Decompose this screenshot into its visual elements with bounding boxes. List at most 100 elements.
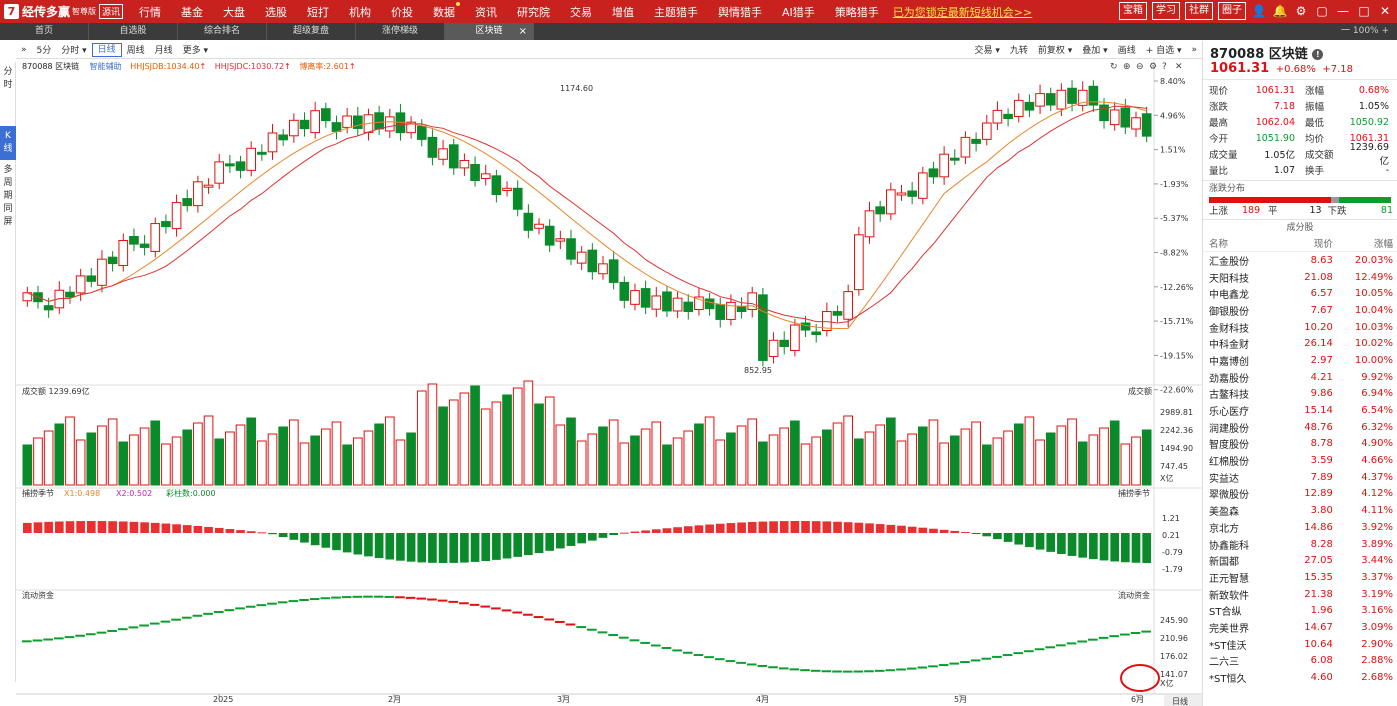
stock-row[interactable]: 美盈森 3.80 4.11% — [1203, 502, 1397, 519]
flow-segment — [341, 596, 352, 599]
menu-item[interactable]: 舆情猎手 — [718, 5, 763, 19]
stock-row[interactable]: 御银股份 7.67 10.04% — [1203, 302, 1397, 319]
toolbar-item[interactable]: 周线 — [126, 46, 145, 56]
tab-close-icon[interactable]: × — [518, 26, 527, 37]
stock-row[interactable]: 古鳌科技 9.86 6.94% — [1203, 386, 1397, 403]
stock-row[interactable]: 乐心医疗 15.14 6.54% — [1203, 402, 1397, 419]
col-change[interactable]: 涨幅 — [1373, 239, 1393, 250]
volume-bar — [566, 417, 576, 486]
top-button[interactable]: 社群 — [1185, 2, 1213, 20]
stock-row[interactable]: ST合纵 1.96 3.16% — [1203, 602, 1397, 619]
app-logo[interactable]: 7 经传多赢 智尊版 源讯 — [0, 0, 129, 23]
tab-4[interactable]: 涨停梯级 — [356, 23, 445, 40]
stock-row[interactable]: *ST恒久 4.60 2.68% — [1203, 669, 1397, 686]
toolbar-item[interactable]: 九转 — [1009, 46, 1028, 56]
stock-row[interactable]: 翠微股份 12.89 4.12% — [1203, 486, 1397, 503]
tab-1[interactable]: 自选股 — [89, 23, 178, 40]
stock-row[interactable]: 天阳科技 21.08 12.49% — [1203, 269, 1397, 286]
tab-3[interactable]: 超级复盘 — [267, 23, 356, 40]
menu-item[interactable]: 大盘 — [223, 5, 246, 19]
top-button[interactable]: 宝箱 — [1119, 2, 1147, 20]
stock-row[interactable]: 智度股份 8.78 4.90% — [1203, 436, 1397, 453]
stock-name: 二六三 — [1209, 657, 1239, 669]
volume-bar — [715, 439, 726, 486]
user-icon[interactable]: 👤 — [1251, 4, 1267, 18]
stock-row[interactable]: 中科金财 26.14 10.02% — [1203, 335, 1397, 352]
stock-row[interactable]: 金财科技 10.20 10.03% — [1203, 319, 1397, 336]
stock-row[interactable]: 正元智慧 15.35 3.37% — [1203, 569, 1397, 586]
toolbar-item[interactable]: 交易 ▾ — [974, 46, 1000, 56]
menu-item[interactable]: 基金 — [181, 5, 204, 19]
stock-row[interactable]: 红棉股份 3.59 4.66% — [1203, 452, 1397, 469]
osc-bar — [854, 522, 864, 533]
toolbar-item[interactable]: » — [1191, 44, 1197, 55]
stock-row[interactable]: 新致软件 21.38 3.19% — [1203, 586, 1397, 603]
toolbar-item[interactable]: 日线 — [91, 42, 122, 57]
maximize-icon[interactable]: □ — [1358, 4, 1370, 18]
top-button[interactable]: 圈子 — [1218, 2, 1246, 20]
menu-item[interactable]: 选股 — [265, 5, 288, 19]
stock-row[interactable]: 京北方 14.86 3.92% — [1203, 519, 1397, 536]
col-name[interactable]: 名称 — [1209, 239, 1229, 250]
app-badge[interactable]: 源讯 — [99, 4, 124, 19]
period-tag-bg — [1164, 695, 1202, 706]
stock-row[interactable]: 劲嘉股份 4.21 9.92% — [1203, 369, 1397, 386]
toolbar-item[interactable]: » — [21, 44, 27, 55]
candle-body — [1109, 109, 1120, 126]
tab-2[interactable]: 综合排名 — [178, 23, 267, 40]
zoom-control[interactable]: 一 100% + — [1341, 26, 1389, 36]
toolbar-item[interactable]: 画线 — [1117, 46, 1136, 56]
stock-row[interactable]: 二六三 6.08 2.88% — [1203, 653, 1397, 670]
toolbar-item[interactable]: 分时 ▾ — [61, 46, 87, 56]
close-icon[interactable]: ✕ — [1379, 4, 1391, 18]
smart-assist-toggle[interactable]: 智能辅助 — [89, 62, 122, 71]
col-price[interactable]: 现价 — [1313, 239, 1333, 250]
promo-link[interactable]: 已为您锁定最新短线机会>> — [892, 5, 1033, 19]
menu-item[interactable]: 交易 — [570, 5, 593, 19]
info-icon[interactable]: ! — [1312, 49, 1324, 60]
menu-item[interactable]: 机构 — [349, 5, 372, 19]
toolbar-item[interactable]: 叠加 ▾ — [1082, 46, 1108, 56]
view-tab[interactable]: 多周期同屏 — [3, 165, 13, 227]
stock-row[interactable]: 中嘉博创 2.97 10.00% — [1203, 352, 1397, 369]
view-tab[interactable]: 分时 — [3, 67, 13, 90]
tab-0[interactable]: 首页 — [0, 23, 89, 40]
stock-row[interactable]: 完美世界 14.67 3.09% — [1203, 619, 1397, 636]
flow-segment — [1098, 636, 1109, 639]
menu-item[interactable]: 资讯 — [475, 5, 498, 19]
stock-row[interactable]: 新国都 27.05 3.44% — [1203, 552, 1397, 569]
menu-item[interactable]: 策略猎手 — [834, 5, 879, 19]
menu-item[interactable]: 增值 — [612, 5, 635, 19]
osc-bar — [673, 527, 682, 533]
menu-item[interactable]: 短打 — [307, 5, 330, 19]
stock-row[interactable]: 协鑫能科 8.28 3.89% — [1203, 536, 1397, 553]
chart-area[interactable]: 8.40% 4.96% 1.51% -1.93% -5.37% -8.82% -12.26%… — [16, 59, 1202, 706]
menu-item[interactable]: 价投 — [391, 5, 414, 19]
stock-row[interactable]: 实益达 7.89 4.37% — [1203, 469, 1397, 486]
toolbar-item[interactable]: 前复权 ▾ — [1037, 46, 1073, 56]
menu-item[interactable]: 研究院 — [517, 5, 551, 19]
toolbar-item[interactable]: 更多 ▾ — [182, 46, 209, 56]
menu-item[interactable]: 数据 — [423, 1, 465, 20]
tab-5[interactable]: 区块链 × — [445, 23, 534, 40]
top-button[interactable]: 学习 — [1152, 2, 1180, 20]
toolbar-item[interactable]: 5分 — [36, 46, 52, 56]
window-icon[interactable]: ▢ — [1316, 4, 1328, 18]
bell-icon[interactable]: 🔔 — [1272, 4, 1288, 18]
stock-row[interactable]: 汇金股份 8.63 20.03% — [1203, 252, 1397, 269]
settings-icon[interactable]: ⚙ — [1295, 4, 1307, 18]
menu-item[interactable]: AI猎手 — [782, 5, 815, 19]
toolbar-item[interactable]: 月线 — [154, 46, 173, 56]
minimize-icon[interactable]: — — [1337, 4, 1349, 18]
quote-key: 均价 — [1305, 134, 1325, 145]
stock-row[interactable]: *ST佳沃 10.64 2.90% — [1203, 636, 1397, 653]
toolbar-item[interactable]: + 自选 ▾ — [1145, 46, 1182, 56]
stock-name: 汇金股份 — [1209, 256, 1249, 268]
menu-item[interactable]: 主题猎手 — [654, 5, 699, 19]
menu-item[interactable]: 行情 — [139, 5, 162, 19]
stock-row[interactable]: 中电鑫龙 6.57 10.05% — [1203, 285, 1397, 302]
stock-row[interactable]: 润建股份 48.76 6.32% — [1203, 419, 1397, 436]
osc-bar — [246, 531, 256, 533]
volume-bar — [864, 431, 875, 486]
